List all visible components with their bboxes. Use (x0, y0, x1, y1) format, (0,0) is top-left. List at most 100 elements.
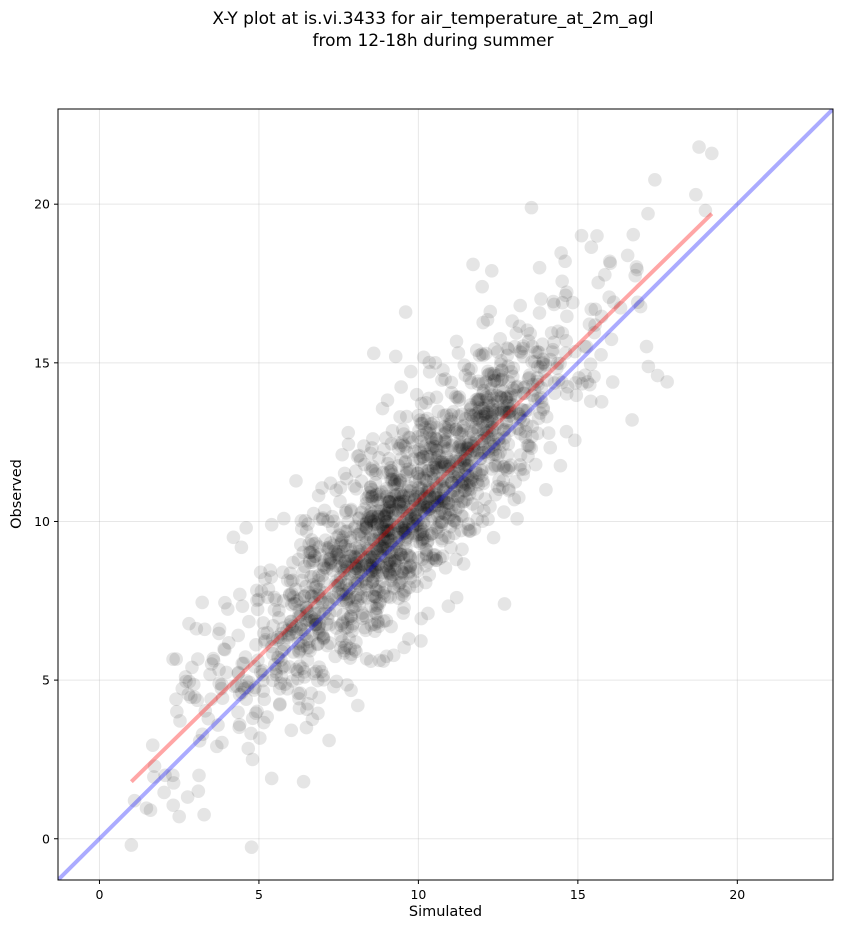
data-point (598, 268, 612, 282)
data-point (338, 524, 353, 539)
data-point (502, 409, 516, 423)
data-point (448, 454, 462, 468)
data-point (366, 346, 381, 361)
data-point (461, 438, 476, 452)
data-point (421, 606, 435, 621)
data-point (302, 537, 316, 551)
data-point (568, 344, 582, 359)
data-point (488, 447, 503, 462)
data-point (411, 466, 425, 481)
data-point (588, 318, 602, 332)
data-point (452, 467, 466, 481)
data-point (500, 448, 515, 462)
data-point (705, 146, 719, 161)
data-point (453, 456, 468, 471)
data-point (364, 513, 378, 528)
data-point (447, 483, 462, 498)
data-point (379, 524, 394, 538)
data-point (330, 548, 344, 562)
data-point (420, 535, 435, 549)
data-point (389, 545, 404, 560)
data-point (485, 423, 499, 438)
data-point (517, 386, 532, 401)
y-tick-label: 5 (42, 673, 50, 688)
data-point (536, 355, 551, 370)
data-point (462, 487, 477, 501)
data-point (335, 544, 349, 559)
data-point (428, 490, 442, 505)
data-point (333, 537, 348, 552)
data-point (440, 443, 455, 457)
data-point (451, 474, 466, 488)
data-point (516, 339, 531, 353)
data-point (385, 537, 399, 552)
data-point (248, 706, 263, 720)
data-point (445, 475, 460, 490)
data-point (253, 731, 267, 745)
data-point (425, 526, 439, 541)
data-point (325, 520, 340, 535)
data-point (407, 507, 422, 522)
data-point (284, 614, 298, 629)
data-point (433, 506, 447, 521)
data-point (282, 618, 297, 632)
data-point (361, 568, 376, 583)
data-point (519, 418, 534, 432)
data-point (414, 461, 429, 475)
data-point (445, 438, 460, 453)
data-point (476, 348, 491, 363)
data-point (289, 582, 303, 597)
data-point (501, 398, 515, 413)
data-point (335, 559, 349, 574)
data-point (430, 495, 445, 509)
data-point (353, 524, 368, 539)
data-point (330, 530, 344, 545)
data-point (166, 776, 181, 790)
data-point (480, 313, 495, 327)
data-point (339, 577, 354, 592)
data-point (392, 525, 406, 540)
data-point (363, 528, 378, 543)
data-point (419, 425, 434, 440)
data-point (371, 557, 386, 572)
data-point (231, 628, 246, 643)
data-point (405, 519, 420, 534)
data-point (422, 483, 437, 498)
data-point (402, 488, 417, 503)
data-point (229, 679, 244, 693)
data-point (471, 393, 486, 408)
data-point (372, 584, 386, 599)
data-point (434, 493, 449, 508)
data-point (480, 393, 494, 407)
x-tick-label: 20 (729, 887, 745, 902)
data-point (413, 519, 428, 533)
data-point (464, 444, 479, 458)
data-point (433, 551, 447, 566)
data-point (435, 373, 449, 387)
data-point (396, 495, 410, 509)
data-point (385, 534, 399, 548)
data-point (310, 637, 325, 652)
data-point (517, 381, 531, 395)
data-point (520, 323, 535, 337)
data-point (536, 352, 551, 367)
data-point (377, 442, 391, 457)
data-point (558, 254, 572, 269)
data-point (348, 578, 362, 593)
data-point (481, 368, 495, 382)
data-point (312, 617, 327, 631)
data-point (555, 295, 570, 310)
data-point (442, 511, 456, 525)
data-point (429, 433, 444, 447)
data-point (475, 445, 490, 460)
data-point (569, 388, 584, 403)
data-point (402, 549, 417, 564)
data-point (503, 390, 518, 405)
data-point (415, 532, 429, 547)
data-point (532, 306, 547, 320)
data-point (492, 473, 506, 487)
data-point (500, 389, 515, 404)
data-point (445, 489, 459, 503)
data-point (270, 630, 285, 645)
data-point (525, 355, 539, 369)
